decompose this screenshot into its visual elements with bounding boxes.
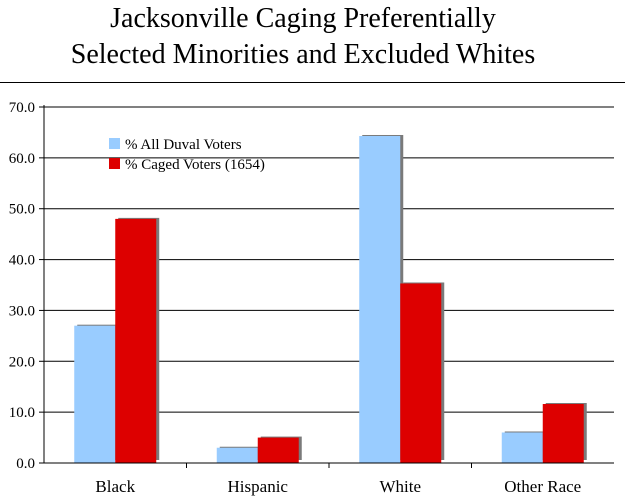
bar-white-caged-voters	[400, 283, 442, 463]
y-tick-label: 50.0	[9, 202, 35, 218]
y-tick-label: 30.0	[9, 303, 35, 319]
x-category-label: Black	[95, 477, 135, 496]
y-tick-label: 60.0	[9, 151, 35, 167]
bar-hispanic-all-voters	[216, 447, 258, 463]
bar-hispanic-caged-voters	[257, 437, 299, 463]
y-tick-label: 40.0	[9, 253, 35, 269]
x-category-label: Hispanic	[228, 477, 289, 496]
legend-swatch	[109, 158, 120, 169]
chart-title-line-2: Selected Minorities and Excluded Whites	[70, 39, 536, 70]
bar-other-race-all-voters	[501, 432, 543, 463]
title-separator	[0, 82, 625, 83]
y-tick-label: 20.0	[9, 354, 35, 370]
legend-swatch	[109, 138, 120, 149]
x-category-label: Other Race	[504, 477, 581, 496]
bar-other-race-caged-voters	[542, 404, 584, 463]
y-tick-label: 10.0	[9, 405, 35, 421]
bar-black-all-voters	[74, 325, 116, 463]
legend-label: % All Duval Voters	[125, 137, 242, 153]
bar-black-caged-voters	[115, 218, 157, 463]
chart-title-line-1: Jacksonville Caging Preferentially	[110, 3, 496, 34]
bar-white-all-voters	[359, 135, 401, 463]
legend-label: % Caged Voters (1654)	[125, 157, 265, 173]
x-category-label: White	[379, 477, 421, 496]
y-tick-label: 70.0	[9, 100, 35, 116]
y-tick-label: 0.0	[16, 456, 35, 472]
